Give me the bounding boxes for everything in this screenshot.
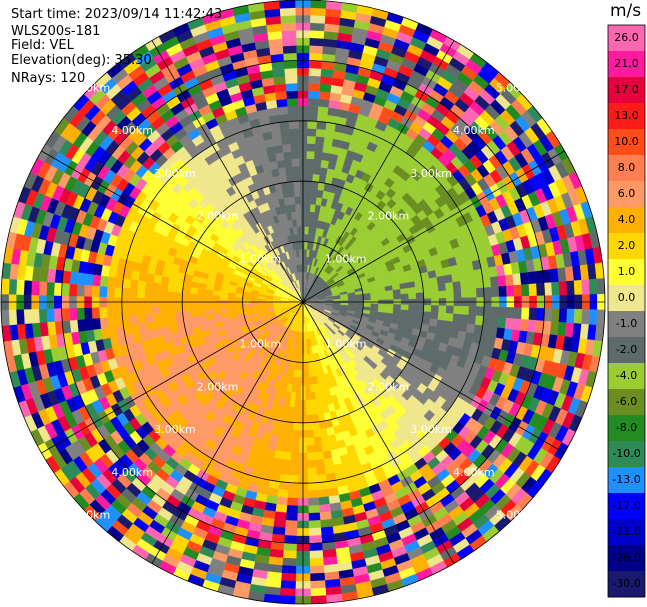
colorbar-tick-label: -13.0	[612, 473, 640, 486]
colorbar-tick-label: -4.0	[616, 369, 637, 382]
colorbar-tick-label: 10.0	[614, 135, 639, 148]
colorbar-tick-label: -8.0	[616, 421, 637, 434]
colorbar-tick-label: -6.0	[616, 395, 637, 408]
colorbar-tick-label: -10.0	[612, 447, 640, 460]
colorbar-tick-label: 4.0	[618, 213, 636, 226]
colorbar-tick-label: 0.0	[618, 291, 636, 304]
colorbar-tick-label: -21.0	[612, 525, 640, 538]
colorbar-tick-label: 26.0	[614, 31, 639, 44]
colorbar-tick-label: -1.0	[616, 317, 637, 330]
colorbar-tick-label: 8.0	[618, 161, 636, 174]
colorbar-units: m/s	[610, 1, 642, 21]
colorbar-tick-label: 1.0	[618, 265, 636, 278]
colorbar-tick-label: -17.0	[612, 499, 640, 512]
colorbar-tick-label: 13.0	[614, 109, 639, 122]
colorbar-tick-label: 2.0	[618, 239, 636, 252]
colorbar-tick-label: 17.0	[614, 83, 639, 96]
colorbar-tick-label: 21.0	[614, 57, 639, 70]
colorbar-tick-label: -26.0	[612, 551, 640, 564]
velocity-gates	[0, 0, 606, 605]
colorbar-tick-label: 6.0	[618, 187, 636, 200]
colorbar-tick-label: -30.0	[612, 577, 640, 590]
colorbar-tick-label: -2.0	[616, 343, 637, 356]
